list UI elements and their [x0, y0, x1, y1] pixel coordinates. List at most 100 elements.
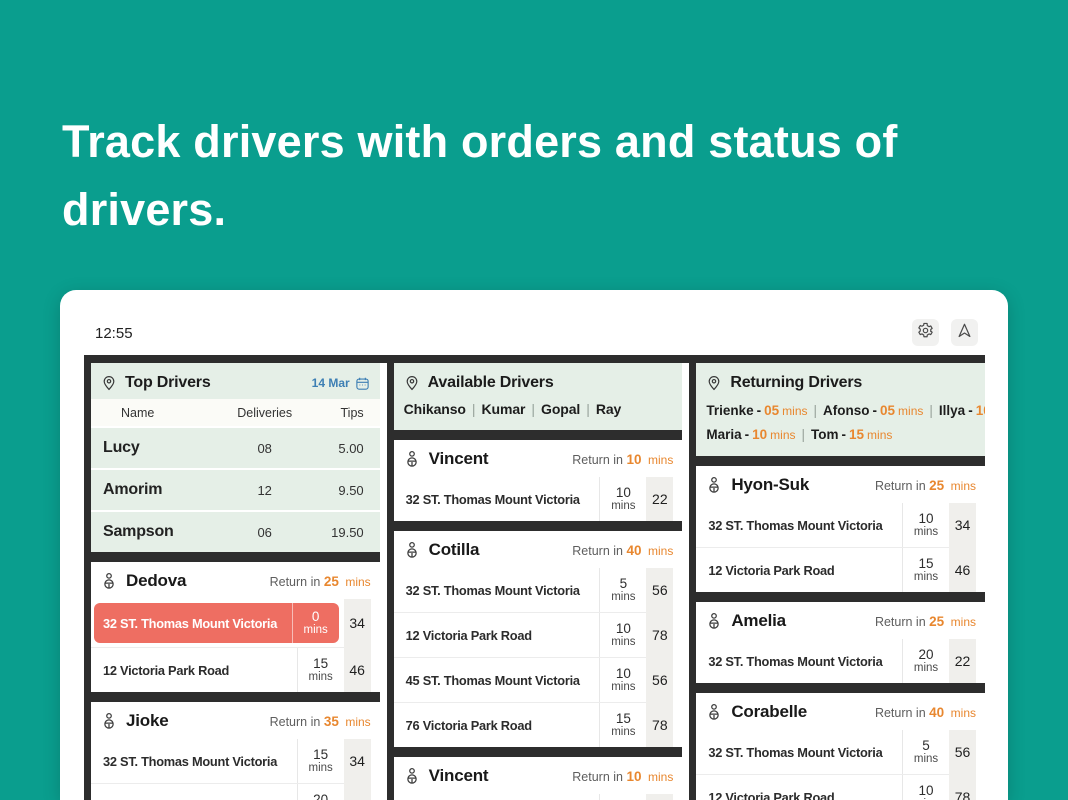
mins-label: mins: [611, 591, 636, 604]
dash: -: [841, 427, 847, 442]
table-row[interactable]: Amorim 12 9.50: [91, 468, 380, 510]
order-row: 32 ST. Thomas Mount Victoria 20 mins 22: [696, 639, 985, 683]
gear-icon: [917, 322, 934, 344]
eta-minutes: 10: [615, 666, 631, 681]
order-row: 32 ST. Thomas Mount Victoria 0 mins 34: [91, 599, 380, 647]
eta-cell: 0 mins: [291, 603, 339, 643]
mins-label: mins: [913, 662, 939, 675]
eta-minutes: 15: [918, 556, 934, 571]
driver-icon: [705, 612, 723, 630]
returning-line: Trienke-05mins|Afonso-05mins|Illya-10min…: [706, 399, 985, 423]
eta-minutes: 10: [615, 621, 631, 636]
eta-minutes: 5: [619, 576, 628, 591]
order-row-main: 12 Victoria Park Road 15 mins: [91, 647, 344, 692]
order-address: 32 ST. Thomas Mount Victoria: [405, 491, 580, 507]
driver-name: Dedova: [126, 571, 187, 590]
order-address: 45 ST. Thomas Mount Victoria: [405, 672, 580, 688]
return-eta: Return in 25 mins: [875, 614, 976, 629]
mins-label: mins: [950, 705, 977, 720]
eta-cell: 5 mins: [902, 730, 949, 774]
map-pin-icon: [706, 375, 722, 391]
returning-driver-name: Trienke: [706, 403, 754, 418]
order-address: 32 ST. Thomas Mount Victoria: [103, 753, 278, 769]
eta-minutes: 10: [615, 485, 631, 500]
settings-button[interactable]: [912, 319, 939, 346]
mins-label: mins: [345, 714, 371, 729]
eta-minutes: 15: [313, 656, 329, 671]
driver-card[interactable]: Hyon-Suk Return in 25 mins 32 ST. Thomas M…: [696, 461, 985, 597]
order-count: 34: [343, 739, 371, 783]
order-row-main: 45 ST. Thomas Mount Victoria 10 mins: [393, 657, 647, 702]
order-count: 34: [343, 599, 371, 647]
top-drivers-header: Top Drivers 14 Mar: [91, 363, 380, 399]
driver-card[interactable]: Corabelle Return in 40 mins 32 ST. Thomas …: [696, 688, 985, 800]
column-header-deliveries: Deliveries: [237, 405, 293, 420]
return-in-label: Return in: [572, 543, 623, 558]
driver-icon: [403, 450, 421, 468]
orders-list: 32 ST. Thomas Mount Victoria 5 mins 56 12 Vi…: [696, 730, 985, 800]
order-row-main: 12 Victoria Park Road 15 mins: [696, 547, 950, 592]
eta-cell: 15 mins: [296, 739, 344, 783]
panel-title: Available Drivers: [427, 374, 554, 391]
driver-card[interactable]: Cotilla Return in 40 mins 32 ST. Thomas Mo…: [393, 526, 683, 752]
dash: -: [968, 403, 973, 418]
panel-title: Top Drivers: [125, 374, 211, 391]
column-header-name: Name: [121, 405, 155, 420]
table-row[interactable]: Lucy 08 5.00: [91, 426, 380, 468]
driver-icon: [705, 703, 723, 721]
driver-card[interactable]: Jioke Return in 35 mins 32 ST. Thomas Moun…: [91, 697, 380, 800]
panel-title: Returning Drivers: [730, 374, 863, 391]
calendar-icon: [355, 376, 370, 391]
eta-cell: 5 mins: [599, 568, 646, 612]
driver-icon: [705, 476, 723, 494]
date-picker[interactable]: 14 Mar: [312, 376, 370, 391]
separator: |: [813, 403, 818, 418]
mins-label: mins: [950, 478, 977, 493]
orders-list: 32 ST. Thomas Mount Victoria 5 mins 56 12 Vi…: [393, 568, 683, 747]
mins-label: mins: [308, 762, 333, 775]
mins-label: mins: [913, 526, 939, 539]
available-drivers-header: Available Drivers: [394, 363, 683, 399]
driver-name: Vincent: [428, 766, 489, 785]
driver-name: Corabelle: [731, 702, 808, 721]
order-address: 32 ST. Thomas Mount Victoria: [708, 517, 883, 533]
driver-card[interactable]: Dedova Return in 25 mins 32 ST. Thomas Mou…: [91, 557, 380, 697]
order-address: 12 Victoria Park Road: [405, 627, 532, 643]
tips-amount: 9.50: [338, 482, 364, 498]
mins-label: mins: [648, 543, 674, 558]
driver-card-header: Cotilla Return in 40 mins: [394, 531, 683, 568]
available-driver-name: Ray: [595, 401, 622, 417]
driver-card[interactable]: Amelia Return in 25 mins 32 ST. Thomas Mou…: [696, 597, 985, 688]
table-row[interactable]: Sampson 06 19.50: [91, 510, 380, 552]
available-drivers-panel: Available Drivers Chikanso | Kumar | Gopal | R…: [393, 363, 683, 435]
orders-list: 32 ST. Thomas Mount Victoria15mins3412 V…: [91, 739, 380, 800]
order-count: 46: [949, 547, 977, 592]
return-eta: Return in 25 mins: [270, 574, 371, 589]
deliveries-count: 08: [257, 440, 272, 456]
order-address: 12 Victoria Park Road: [708, 562, 835, 578]
separator: |: [586, 401, 590, 417]
return-minutes: 25: [929, 613, 945, 629]
available-driver-name: Gopal: [541, 401, 581, 417]
driver-name: Vincent: [428, 449, 489, 468]
order-row-alert: 32 ST. Thomas Mount Victoria 0 mins: [94, 603, 339, 643]
navigation-arrow-icon: [956, 322, 973, 344]
mins-label: mins: [867, 428, 893, 442]
order-row-main: 76 Victoria Park Road 15 mins: [393, 702, 647, 747]
mins-label: mins: [303, 624, 328, 637]
mins-label: mins: [308, 671, 333, 684]
return-in-label: Return in: [874, 705, 926, 720]
mins-label: mins: [898, 404, 924, 418]
app-window: 12:55: [60, 290, 1008, 800]
drivers-board: Top Drivers 14 Mar: [84, 355, 985, 800]
navigation-logo-button[interactable]: [951, 319, 978, 346]
driver-name: Jioke: [126, 711, 169, 730]
